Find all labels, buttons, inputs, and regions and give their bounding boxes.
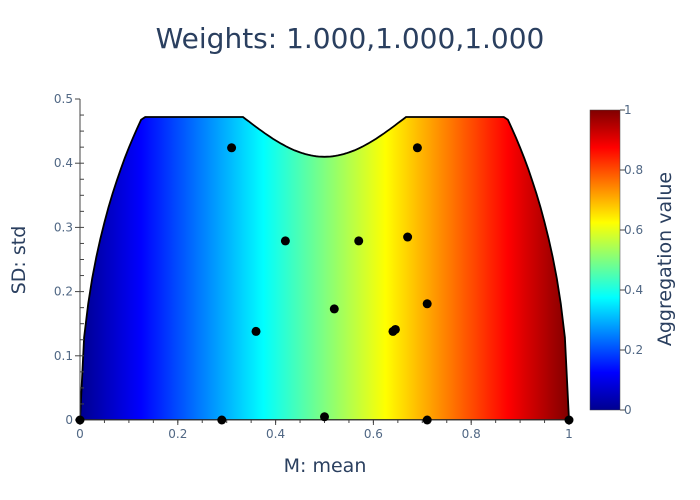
x-tick-label: 0.8 [462, 427, 481, 441]
y-tick-label: 0.5 [54, 92, 73, 106]
scatter-point [422, 299, 432, 309]
colorbar-gradient [589, 109, 621, 411]
y-axis-label: SD: std [8, 226, 30, 295]
scatter-point [412, 143, 422, 153]
colorbar-tick-label: 0.2 [624, 343, 643, 357]
x-axis-label: M: mean [284, 455, 367, 477]
x-tick-label: 1 [565, 427, 573, 441]
scatter-point [227, 143, 237, 153]
scatter-point [564, 415, 574, 425]
y-tick-label: 0.3 [54, 220, 73, 234]
scatter-point [75, 415, 85, 425]
scatter-point [329, 304, 339, 314]
colorbar-tick-label: 0 [624, 403, 632, 417]
y-tick-label: 0.1 [54, 349, 73, 363]
scatter-point [251, 326, 261, 336]
scatter-point [390, 324, 400, 334]
scatter-point [354, 236, 364, 246]
colorbar-title: Aggregation value [654, 172, 676, 346]
scatter-point [280, 236, 290, 246]
colorbar-tick-label: 1 [624, 103, 632, 117]
colorbar: 0 0.2 0.4 0.6 0.8 1 [589, 103, 643, 417]
scatter-point [320, 412, 329, 422]
x-tick-label: 0.6 [364, 427, 383, 441]
scatter-point [403, 232, 413, 242]
plot-area [80, 116, 570, 420]
heatmap-region [80, 116, 570, 420]
scatter-point [217, 415, 227, 425]
colorbar-tick-label: 0.6 [624, 223, 643, 237]
x-tick-label: 0.4 [266, 427, 285, 441]
scatter-point [422, 415, 432, 425]
y-tick-label: 0.4 [54, 156, 73, 170]
colorbar-tick-label: 0.4 [624, 283, 643, 297]
scatter-points [75, 143, 574, 425]
colorbar-tick-label: 0.8 [624, 163, 643, 177]
y-tick-label: 0 [65, 413, 73, 427]
x-tick-label: 0 [76, 427, 84, 441]
chart-title: Weights: 1.000,1.000,1.000 [156, 22, 545, 55]
axes: 0 0.2 0.4 0.6 0.8 1 0 0.1 0.2 0.3 0.4 0.5 [54, 92, 573, 441]
x-tick-label: 0.2 [168, 427, 187, 441]
y-tick-label: 0.2 [54, 285, 73, 299]
